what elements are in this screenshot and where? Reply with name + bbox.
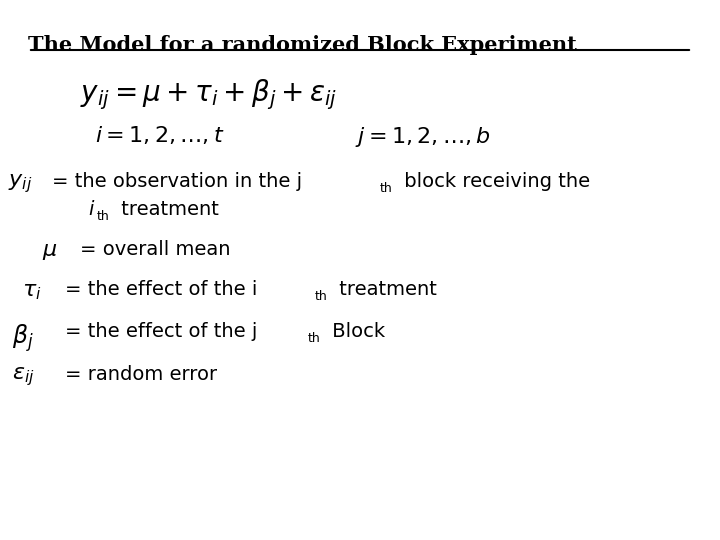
Text: Block: Block xyxy=(326,322,385,341)
Text: = random error: = random error xyxy=(65,365,217,384)
Text: th: th xyxy=(308,332,320,345)
Text: treatment: treatment xyxy=(333,280,437,299)
Text: th: th xyxy=(97,210,109,223)
Text: = the effect of the j: = the effect of the j xyxy=(65,322,257,341)
Text: $\beta_j$: $\beta_j$ xyxy=(12,322,34,354)
Text: = the observation in the j: = the observation in the j xyxy=(52,172,302,191)
Text: $y_{ij}$: $y_{ij}$ xyxy=(8,172,32,195)
Text: $j = 1, 2, \ldots, b$: $j = 1, 2, \ldots, b$ xyxy=(355,125,491,149)
Text: = overall mean: = overall mean xyxy=(80,240,230,259)
Text: The Model for a randomized Block Experiment: The Model for a randomized Block Experim… xyxy=(28,35,577,55)
Text: $y_{ij} = \mu + \tau_i + \beta_j + \varepsilon_{ij}$: $y_{ij} = \mu + \tau_i + \beta_j + \vare… xyxy=(80,77,337,112)
Text: treatment: treatment xyxy=(115,200,219,219)
Text: = the effect of the i: = the effect of the i xyxy=(65,280,257,299)
Text: block receiving the: block receiving the xyxy=(398,172,590,191)
Text: th: th xyxy=(315,290,328,303)
Text: i: i xyxy=(88,200,94,219)
Text: $\mu$: $\mu$ xyxy=(42,240,58,262)
Text: $\varepsilon_{ij}$: $\varepsilon_{ij}$ xyxy=(12,365,35,388)
Text: $i = 1, 2, \ldots, t$: $i = 1, 2, \ldots, t$ xyxy=(95,125,225,147)
Text: $\tau_i$: $\tau_i$ xyxy=(22,280,42,302)
Text: th: th xyxy=(380,182,392,195)
